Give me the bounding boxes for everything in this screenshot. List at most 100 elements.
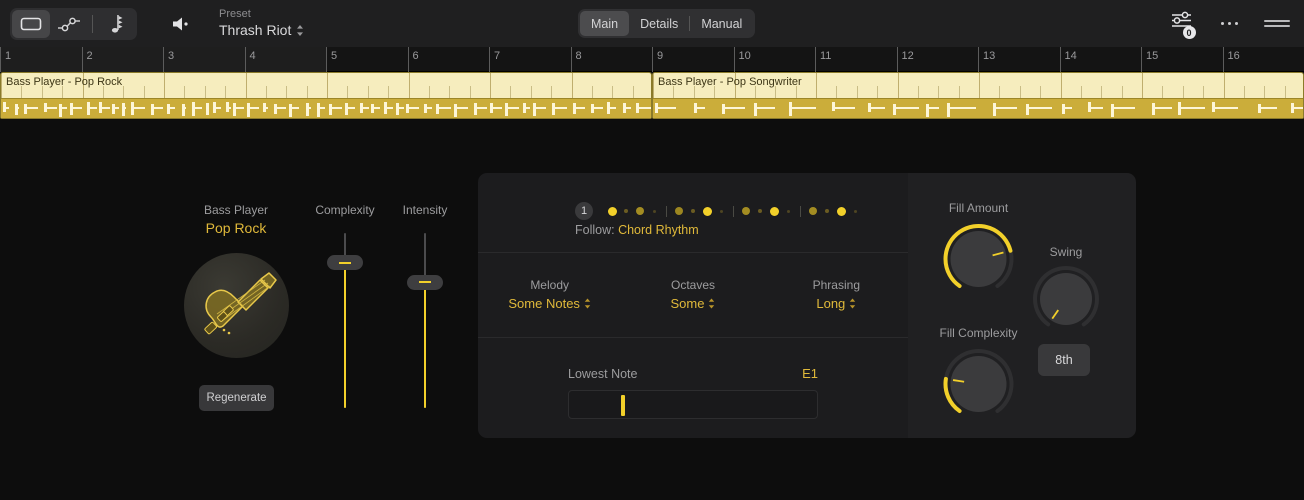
intensity-slider[interactable]: Intensity [395,203,455,408]
speaker-button[interactable] [169,11,195,37]
melody-value: Some Notes [508,296,580,311]
menu-button[interactable] [1264,20,1290,27]
region-ticks [1,73,651,100]
panel-divider-top [478,252,908,253]
step-dot[interactable] [633,207,647,215]
ruler-bar-number: 8 [575,50,582,62]
regenerate-button[interactable]: Regenerate [199,385,274,411]
step-dot[interactable] [848,209,862,213]
knob-track [1033,266,1099,327]
automation-view-button[interactable] [50,10,88,38]
pattern-fields: Melody Some Notes Octaves Some [478,278,908,313]
step-dot[interactable] [834,206,848,216]
tab-main[interactable]: Main [580,11,630,36]
step-dot[interactable] [700,206,714,216]
region-waveform [653,98,1303,118]
phrasing-value-row[interactable]: Long [816,296,856,311]
toolbar-right-group: 0 [1169,0,1290,47]
phrasing-value: Long [816,296,846,311]
step-dot[interactable] [753,209,767,213]
preset-value-row[interactable]: Thrash Riot [219,22,304,40]
preset-value: Thrash Riot [219,21,292,38]
ruler-bar-number: 3 [168,50,175,62]
ruler-bar-number: 4 [249,50,256,62]
follow-value[interactable]: Chord Rhythm [618,223,699,237]
ruler-bar-number: 6 [412,50,419,62]
region-name: Bass Player - Pop Rock [6,76,123,88]
knob-pointer [1051,309,1059,320]
ruler-bar: 11 [815,47,897,72]
step-dot[interactable] [781,209,795,213]
ruler-bar-number: 9 [657,50,664,62]
tab-divider [689,16,691,31]
melody-value-row[interactable]: Some Notes [508,296,591,311]
midi-region[interactable]: Bass Player - Pop Rock [0,72,652,119]
octaves-value-row[interactable]: Some [671,296,716,311]
tab-bar: Main Details Manual [578,9,756,38]
performer-style: Pop Rock [205,220,267,236]
intensity-handle[interactable] [407,274,443,290]
intensity-track[interactable] [424,233,426,408]
ruler-bar: 16 [1222,47,1304,72]
pattern-panel: 1 Follow: Chord Rhythm Melody Some Notes… [478,173,908,438]
fills-panel: Fill Amount Fill Complexity Swing 8th [908,173,1136,438]
step-separator [733,205,734,217]
more-options-button[interactable] [1220,21,1238,26]
step-dot[interactable] [686,209,700,213]
timeline-ruler[interactable]: 1 2 3 4 5 6 7 8 9 10 11 12 13 14 15 16 [0,47,1304,72]
midi-region[interactable]: Bass Player - Pop Songwriter [652,72,1304,119]
fill-complexity-knob[interactable] [926,346,1031,418]
ruler-bar: 10 [733,47,816,72]
octaves-field[interactable]: Octaves Some [621,278,764,313]
step-dot[interactable] [714,209,728,213]
preset-selector[interactable]: Preset Thrash Riot [219,8,304,39]
ruler-bar: 14 [1059,47,1142,72]
ruler-bar: 9 [652,47,734,72]
ruler-bar-number: 11 [820,50,832,62]
complexity-label: Complexity [315,203,375,217]
step-dot[interactable] [619,209,633,213]
lowest-note-header: Lowest Note E1 [568,366,818,381]
fill-amount-knob[interactable] [926,221,1031,293]
step-sequence[interactable]: 1 [575,202,862,220]
phrasing-field[interactable]: Phrasing Long [765,278,908,313]
lowest-note-handle[interactable] [621,395,626,416]
fill-complexity-label: Fill Complexity [939,326,1018,340]
performer-panel: Bass Player Pop Rock [165,195,465,425]
fill-complexity-control: Fill Complexity [926,326,1031,418]
chevron-updown-icon [584,298,591,309]
complexity-slider[interactable]: Complexity [315,203,375,408]
instrument-avatar[interactable] [184,253,289,358]
follow-label: Follow: [575,223,615,237]
tab-manual[interactable]: Manual [701,16,743,31]
region-view-button[interactable] [12,9,50,38]
swing-knob[interactable] [1026,265,1106,329]
ruler-bar-number: 7 [494,50,501,62]
track-lane[interactable]: Bass Player - Pop Rock Bass Player - Pop … [0,72,1304,119]
lowest-note-track[interactable] [568,390,818,419]
ruler-bar-number: 10 [738,50,751,62]
chevron-updown-icon [709,298,715,309]
step-dot[interactable] [739,207,753,215]
knob-pointer [992,251,1004,257]
complexity-track[interactable] [344,233,346,408]
follow-row[interactable]: Follow: Chord Rhythm [575,223,699,237]
controls-button[interactable]: 0 [1169,10,1196,39]
complexity-handle[interactable] [327,255,363,271]
step-dot[interactable] [806,207,820,215]
note-value-button[interactable]: 8th [1038,344,1090,376]
step-dot[interactable] [647,209,661,213]
tab-details[interactable]: Details [640,16,679,31]
step-dot[interactable] [605,206,619,216]
step-dot[interactable] [672,207,686,215]
ruler-bar: 4 [244,47,326,72]
step-dot[interactable] [820,209,834,213]
step-number-badge[interactable]: 1 [575,202,593,220]
step-dot[interactable] [767,206,781,216]
melody-label: Melody [530,278,569,292]
score-view-button[interactable] [97,10,135,38]
controls-badge: 0 [1182,26,1196,39]
hamburger-icon [1264,20,1290,22]
melody-field[interactable]: Melody Some Notes [478,278,621,313]
knob-cap [950,356,1007,412]
